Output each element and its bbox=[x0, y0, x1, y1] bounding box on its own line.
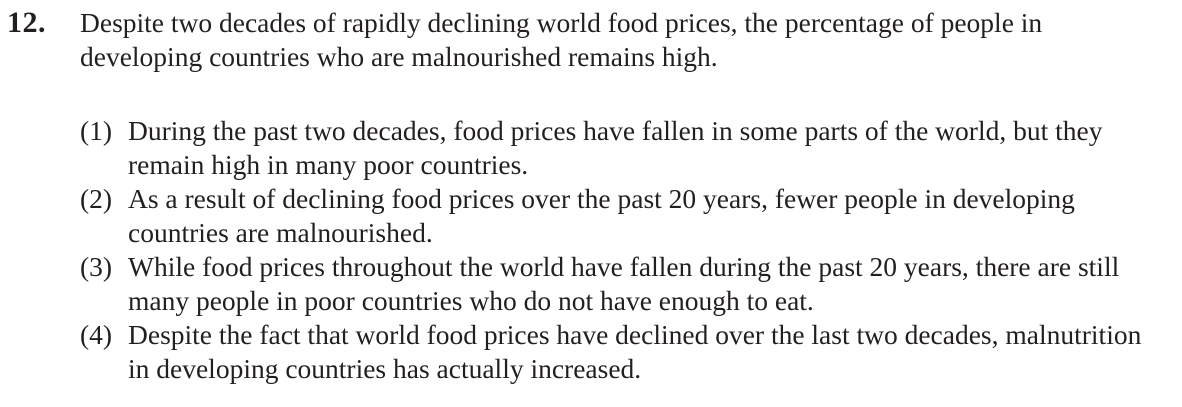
option-number: (2) bbox=[80, 183, 113, 214]
option-number: (3) bbox=[80, 251, 113, 282]
option-text: During the past two decades, food prices… bbox=[128, 115, 1103, 180]
question-stem: Despite two decades of rapidly declining… bbox=[80, 7, 1043, 72]
answer-options: (1) During the past two decades, food pr… bbox=[80, 114, 1170, 386]
option-text: While food prices throughout the world h… bbox=[128, 251, 1120, 316]
option-text: Despite the fact that world food prices … bbox=[128, 319, 1142, 384]
question-number: 12. bbox=[7, 6, 46, 39]
answer-option-4: (4) Despite the fact that world food pri… bbox=[80, 318, 1170, 386]
answer-option-2: (2) As a result of declining food prices… bbox=[80, 182, 1170, 250]
option-text: As a result of declining food prices ove… bbox=[128, 183, 1075, 248]
answer-option-3: (3) While food prices throughout the wor… bbox=[80, 250, 1170, 318]
option-number: (4) bbox=[80, 319, 113, 350]
answer-option-1: (1) During the past two decades, food pr… bbox=[80, 114, 1170, 182]
option-number: (1) bbox=[80, 115, 113, 146]
